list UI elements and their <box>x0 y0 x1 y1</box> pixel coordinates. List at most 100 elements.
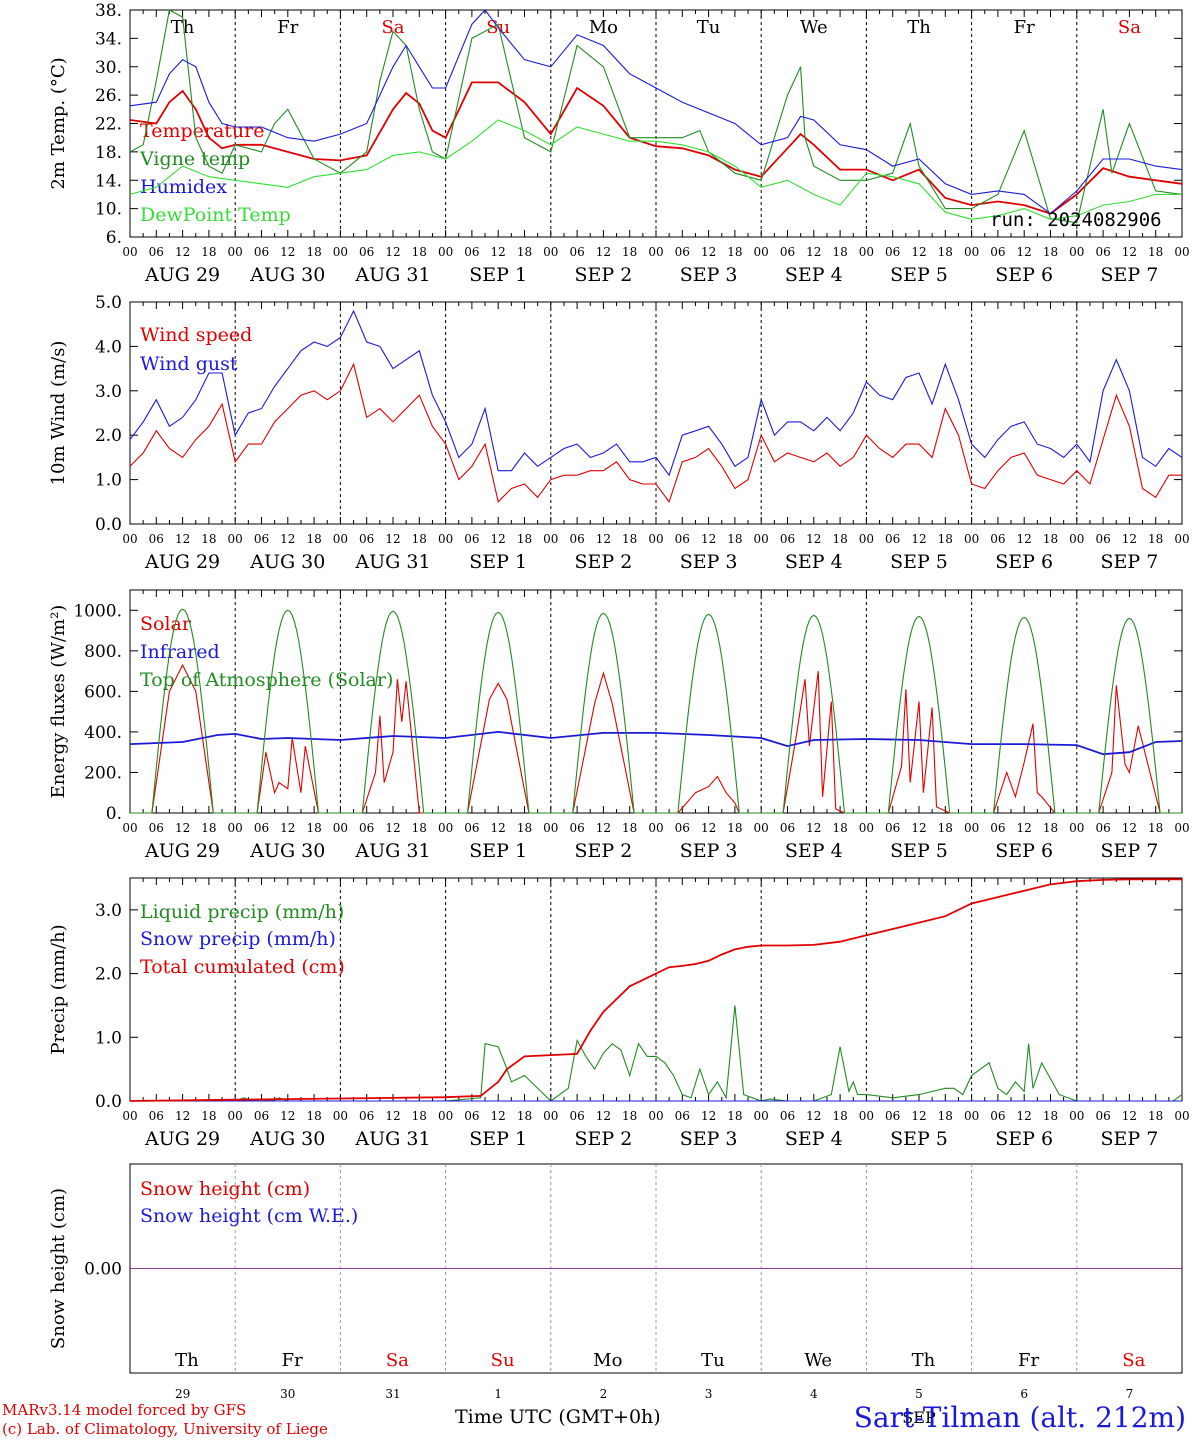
x-tick-label: 18 <box>727 821 742 835</box>
x-tick-label: 00 <box>648 821 663 835</box>
y-tick-label: 0. <box>106 804 122 824</box>
x-tick-label: 00 <box>122 532 137 546</box>
weekday-label: Fr <box>1018 1350 1039 1371</box>
date-label: SEP 7 <box>1100 551 1158 573</box>
date-label: SEP 6 <box>995 264 1053 286</box>
y-tick-label: 0.00 <box>84 1260 122 1280</box>
x-tick-label: 00 <box>228 245 243 259</box>
x-tick-label: 18 <box>306 1109 321 1123</box>
x-tick-label: 18 <box>727 1109 742 1123</box>
date-label: SEP 4 <box>785 1128 843 1150</box>
x-tick-label: 00 <box>228 821 243 835</box>
x-tick-label: 06 <box>675 532 690 546</box>
legend-entry: DewPoint Temp <box>140 204 291 226</box>
y-tick-label: 0.0 <box>95 515 122 535</box>
x-tick-label: 12 <box>806 245 821 259</box>
x-tick-label: 12 <box>385 1109 400 1123</box>
series-line-infrared <box>129 730 1183 756</box>
x-tick-label: 06 <box>149 1109 164 1123</box>
day-number-label: 31 <box>385 1387 400 1401</box>
x-tick-label: 06 <box>780 532 795 546</box>
x-tick-label: 12 <box>1017 821 1032 835</box>
x-tick-label: 00 <box>543 245 558 259</box>
y-tick-label: 10. <box>95 200 122 220</box>
x-tick-label: 12 <box>911 1109 926 1123</box>
date-label: AUG 31 <box>354 840 430 862</box>
x-tick-label: 00 <box>754 1109 769 1123</box>
x-tick-label: 06 <box>885 1109 900 1123</box>
x-tick-label: 00 <box>438 1109 453 1123</box>
y-tick-label: 800. <box>84 642 122 662</box>
y-tick-label: 2.0 <box>95 426 122 446</box>
x-tick-label: 00 <box>122 821 137 835</box>
legend-entry: Top of Atmosphere (Solar) <box>140 669 393 691</box>
x-tick-label: 06 <box>254 532 269 546</box>
weekday-label: Fr <box>277 17 298 38</box>
y-tick-label: 600. <box>84 682 122 702</box>
x-tick-label: 12 <box>280 1109 295 1123</box>
x-tick-label: 06 <box>149 245 164 259</box>
x-tick-label: 18 <box>832 821 847 835</box>
x-tick-label: 06 <box>675 1109 690 1123</box>
date-label: SEP 4 <box>785 551 843 573</box>
date-label: SEP 6 <box>995 1128 1053 1150</box>
x-tick-label: 06 <box>1095 821 1110 835</box>
legend-entry: Solar <box>140 613 192 635</box>
date-label: AUG 30 <box>249 840 325 862</box>
x-tick-label: 12 <box>491 532 506 546</box>
x-tick-label: 00 <box>648 532 663 546</box>
x-tick-label: 18 <box>938 245 953 259</box>
y-tick-label: 0.0 <box>95 1092 122 1112</box>
x-tick-label: 00 <box>228 1109 243 1123</box>
legend-entry: Snow precip (mm/h) <box>140 928 336 950</box>
series-line-total-cumulated-cm <box>129 878 1182 1102</box>
y-tick-label: 22. <box>95 115 122 135</box>
x-tick-label: 06 <box>359 245 374 259</box>
y-tick-label: 1.0 <box>95 1028 122 1048</box>
day-number-label: 29 <box>175 1387 190 1401</box>
x-tick-label: 06 <box>569 1109 584 1123</box>
date-label: SEP 2 <box>574 264 632 286</box>
date-label: SEP 5 <box>890 264 948 286</box>
y-tick-label: 34. <box>95 29 122 49</box>
y-tick-label: 200. <box>84 763 122 783</box>
x-tick-label: 06 <box>990 821 1005 835</box>
weekday-label: Sa <box>1122 1350 1145 1371</box>
x-tick-label: 18 <box>201 821 216 835</box>
legend-entry: Humidex <box>140 176 227 198</box>
x-tick-label: 18 <box>1043 245 1058 259</box>
x-tick-label: 12 <box>175 245 190 259</box>
x-tick-label: 12 <box>911 245 926 259</box>
x-tick-label: 18 <box>517 245 532 259</box>
x-tick-label: 12 <box>596 821 611 835</box>
date-label: SEP 6 <box>995 840 1053 862</box>
x-tick-label: 12 <box>385 245 400 259</box>
x-tick-label: 18 <box>1148 245 1163 259</box>
y-tick-label: 26. <box>95 86 122 106</box>
x-tick-label: 18 <box>938 532 953 546</box>
x-tick-label: 18 <box>1043 1109 1058 1123</box>
x-tick-label: 18 <box>201 245 216 259</box>
y-axis-title: Snow height (cm) <box>48 1188 69 1349</box>
y-axis-title: 2m Temp. (°C) <box>48 57 69 189</box>
date-label: AUG 31 <box>354 1128 430 1150</box>
x-tick-label: 18 <box>412 532 427 546</box>
x-tick-label: 06 <box>464 1109 479 1123</box>
day-number-label: 30 <box>280 1387 295 1401</box>
x-tick-label: 12 <box>1017 532 1032 546</box>
date-label: SEP 7 <box>1100 840 1158 862</box>
x-tick-label: 18 <box>306 821 321 835</box>
legend-entry: Liquid precip (mm/h) <box>140 901 344 923</box>
x-tick-label: 00 <box>859 532 874 546</box>
series-line-wind-gust <box>129 309 1183 477</box>
x-tick-label: 06 <box>359 1109 374 1123</box>
y-tick-label: 18. <box>95 143 122 163</box>
x-tick-label: 12 <box>806 821 821 835</box>
x-tick-label: 18 <box>1148 1109 1163 1123</box>
date-label: SEP 4 <box>785 264 843 286</box>
x-tick-label: 00 <box>333 821 348 835</box>
x-tick-label: 18 <box>412 245 427 259</box>
x-tick-label: 00 <box>333 245 348 259</box>
x-tick-label: 12 <box>1122 245 1137 259</box>
legend-entry: Wind speed <box>140 324 252 346</box>
